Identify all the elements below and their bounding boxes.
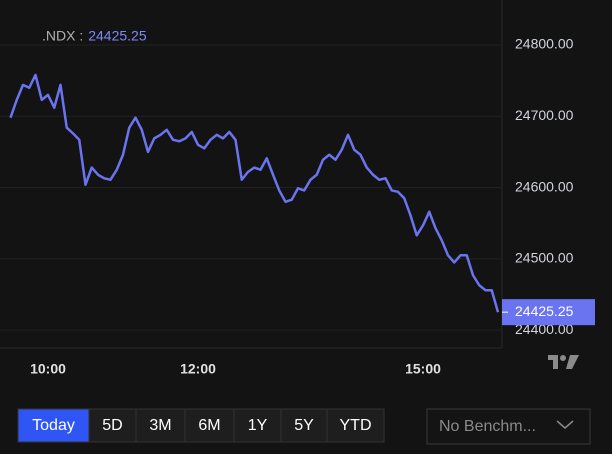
- range-button[interactable]: 5Y: [280, 408, 328, 443]
- range-button-label: 6M: [198, 417, 220, 434]
- range-button[interactable]: 6M: [184, 408, 235, 443]
- range-button[interactable]: 5D: [88, 408, 137, 443]
- range-button-bg: [184, 408, 235, 443]
- range-button-label: 5D: [102, 417, 122, 434]
- range-button-label: Today: [32, 417, 75, 434]
- dropdown-label: No Benchm...: [439, 418, 536, 435]
- range-button[interactable]: 1Y: [233, 408, 282, 443]
- price-tag: [502, 299, 595, 326]
- range-button-bg: [326, 408, 385, 443]
- range-button[interactable]: YTD: [326, 408, 385, 443]
- price-line: [9, 73, 500, 313]
- dropdown-chevron: [556, 420, 574, 429]
- range-button-label: YTD: [340, 417, 372, 434]
- y-tick-label: 24800.00: [515, 36, 574, 52]
- x-tick-label: 12:00: [180, 361, 216, 377]
- range-button-label: 5Y: [294, 417, 314, 434]
- y-tick-label: 24500.00: [515, 250, 574, 266]
- x-tick-label: 15:00: [405, 361, 441, 377]
- y-tick-label: 24600.00: [515, 178, 574, 194]
- range-button-label: 1Y: [248, 417, 268, 434]
- benchmark-dropdown[interactable]: No Benchm...: [426, 408, 591, 445]
- range-button-bg: [88, 408, 137, 443]
- range-button[interactable]: Today: [17, 408, 90, 443]
- range-button-bg: [280, 408, 328, 443]
- price-tag-value: 24425.25: [515, 303, 574, 319]
- x-tick-label: 10:00: [30, 361, 66, 377]
- header-value: 24425.25: [88, 28, 147, 44]
- range-button[interactable]: 3M: [135, 408, 186, 443]
- range-button-label: 3M: [149, 417, 171, 434]
- y-tick-label: 24700.00: [515, 107, 574, 123]
- tradingview-logo: [548, 355, 579, 369]
- symbol-label: .NDX :: [42, 28, 83, 44]
